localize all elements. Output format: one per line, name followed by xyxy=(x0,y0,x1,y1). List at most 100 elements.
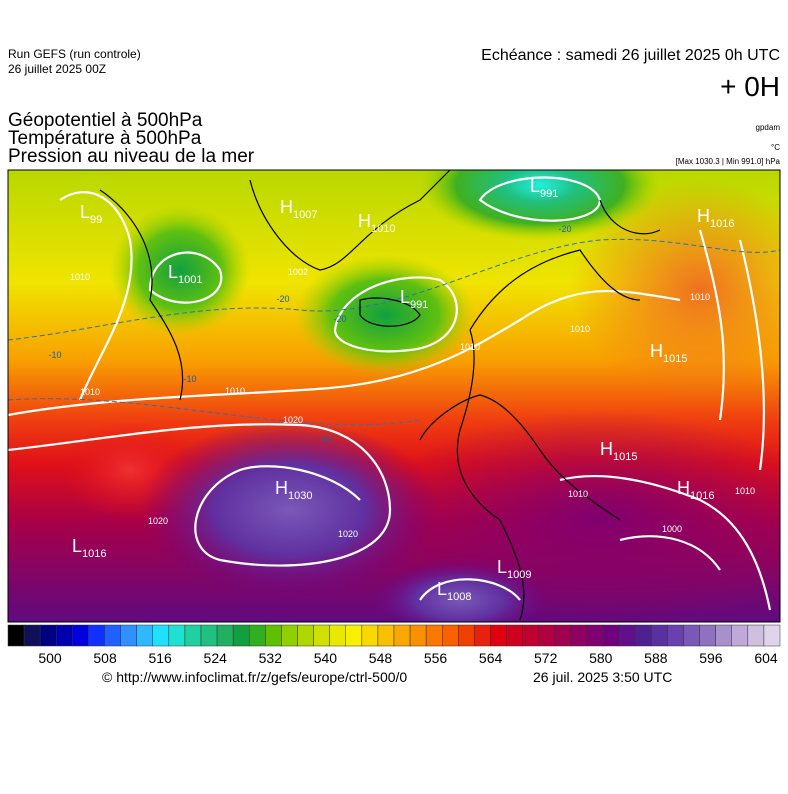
colorbar-swatch xyxy=(602,624,620,647)
colorbar-swatch xyxy=(667,624,684,647)
run-name: Run GEFS (run controle) xyxy=(8,47,141,61)
isobar-label: 1020 xyxy=(283,415,303,425)
isobar-label: 1010 xyxy=(568,489,588,499)
colorbar-swatch xyxy=(216,624,234,647)
temperature-label: -20 xyxy=(333,314,346,324)
center-value: 991 xyxy=(540,188,558,200)
center-value: 1015 xyxy=(663,353,687,365)
isobar-label: 1010 xyxy=(570,324,590,334)
colorbar-swatch xyxy=(458,624,475,647)
colorbar-swatch xyxy=(425,624,443,647)
colorbar-swatch xyxy=(281,624,298,647)
pressure-center: H1015 xyxy=(600,439,637,463)
pressure-center: H1007 xyxy=(280,197,317,221)
colorbar-swatch xyxy=(586,624,604,647)
colorbar-swatch xyxy=(570,624,588,647)
colorbar-swatch xyxy=(683,624,700,647)
echeance: Echéance : samedi 26 juillet 2025 0h UTC xyxy=(481,47,780,64)
colorbar-swatch xyxy=(265,624,282,647)
unit: °C xyxy=(771,143,780,152)
center-type: H xyxy=(650,341,663,361)
center-type: L xyxy=(497,557,507,577)
center-type: H xyxy=(697,206,710,226)
colorbar-swatch xyxy=(345,624,363,647)
center-type: H xyxy=(275,478,288,498)
colorbar-tick-label: 572 xyxy=(534,650,558,666)
colorbar-tick-label: 548 xyxy=(369,650,393,666)
colorbar-swatch xyxy=(618,624,636,647)
isobar-label: 1020 xyxy=(338,529,358,539)
map xyxy=(8,170,780,622)
isobar-label: 1010 xyxy=(690,292,710,302)
colorbar-tick-label: 596 xyxy=(699,650,723,666)
unit: gpdam xyxy=(756,123,781,132)
colorbar-swatch xyxy=(442,624,459,647)
colorbar-swatch xyxy=(329,624,346,647)
colorbar-swatch xyxy=(56,624,73,647)
isobar-label: 1010 xyxy=(225,386,245,396)
pressure-center: L1008 xyxy=(437,579,472,603)
colorbar-tick-label: 588 xyxy=(644,650,668,666)
title: Géopotentiel à 500hPa xyxy=(8,110,203,131)
colorbar-tick-label: 580 xyxy=(589,650,613,666)
pressure-center: H1010 xyxy=(358,211,395,235)
colorbar-swatch xyxy=(168,624,186,647)
colorbar-tick-label: 508 xyxy=(93,650,117,666)
colorbar-tick-label: 556 xyxy=(424,650,448,666)
colorbar-swatch xyxy=(409,624,427,647)
colorbar-tick-label: 524 xyxy=(204,650,228,666)
colorbar-tick-label: 540 xyxy=(314,650,338,666)
temperature-label: -20 xyxy=(276,294,289,304)
colorbar-swatch xyxy=(361,624,379,647)
map-frame xyxy=(7,169,781,623)
colorbar-swatch xyxy=(152,624,170,647)
colorbar-swatch xyxy=(651,624,668,647)
center-value: 1016 xyxy=(710,218,734,230)
center-type: L xyxy=(168,262,178,282)
colorbar-swatch xyxy=(297,624,314,647)
isobar-label: 1010 xyxy=(460,342,480,352)
run-date: 26 juillet 2025 00Z xyxy=(8,62,106,76)
isobar-label: 1020 xyxy=(148,516,168,526)
colorbar-swatch xyxy=(747,624,765,647)
colorbar-swatch xyxy=(136,624,154,647)
center-value: 1010 xyxy=(371,223,395,235)
colorbar-swatch xyxy=(506,624,523,647)
pressure-center: L1009 xyxy=(497,557,532,581)
colorbar-swatch xyxy=(200,624,218,647)
colorbar-swatch xyxy=(490,624,507,647)
temperature-label: -10 xyxy=(318,434,331,444)
pressure-center: H1016 xyxy=(677,478,714,502)
center-type: H xyxy=(600,439,613,459)
colorbar-swatch xyxy=(699,624,716,647)
colorbar-swatch xyxy=(120,624,137,647)
center-value: 1009 xyxy=(507,569,531,581)
colorbar-swatch xyxy=(249,624,266,647)
title: Température à 500hPa xyxy=(8,128,202,149)
temperature-label: -10 xyxy=(48,350,61,360)
center-value: 1030 xyxy=(288,490,312,502)
colorbar-swatch xyxy=(731,624,749,647)
isobar-label: 1000 xyxy=(662,524,682,534)
center-type: L xyxy=(400,287,410,307)
colorbar-swatch xyxy=(763,624,781,647)
center-value: 991 xyxy=(410,299,428,311)
isobar-label: 1010 xyxy=(70,272,90,282)
center-value: 1008 xyxy=(447,591,471,603)
isobar-label: 1002 xyxy=(288,267,308,277)
colorbar-swatch xyxy=(39,624,57,647)
center-value: 1001 xyxy=(178,274,202,286)
center-value: 1016 xyxy=(82,548,106,560)
lead-time: + 0H xyxy=(720,71,780,102)
pressure-center: L991 xyxy=(400,287,428,311)
center-type: H xyxy=(280,197,293,217)
pressure-center: H1015 xyxy=(650,341,687,365)
colorbar-swatch xyxy=(635,624,652,647)
colorbar-tick-label: 564 xyxy=(479,650,503,666)
isobar-label: 1010 xyxy=(80,387,100,397)
center-type: L xyxy=(437,579,447,599)
colorbar-swatch xyxy=(72,624,89,647)
colorbar-tick-label: 516 xyxy=(148,650,172,666)
colorbar-swatch xyxy=(393,624,411,647)
